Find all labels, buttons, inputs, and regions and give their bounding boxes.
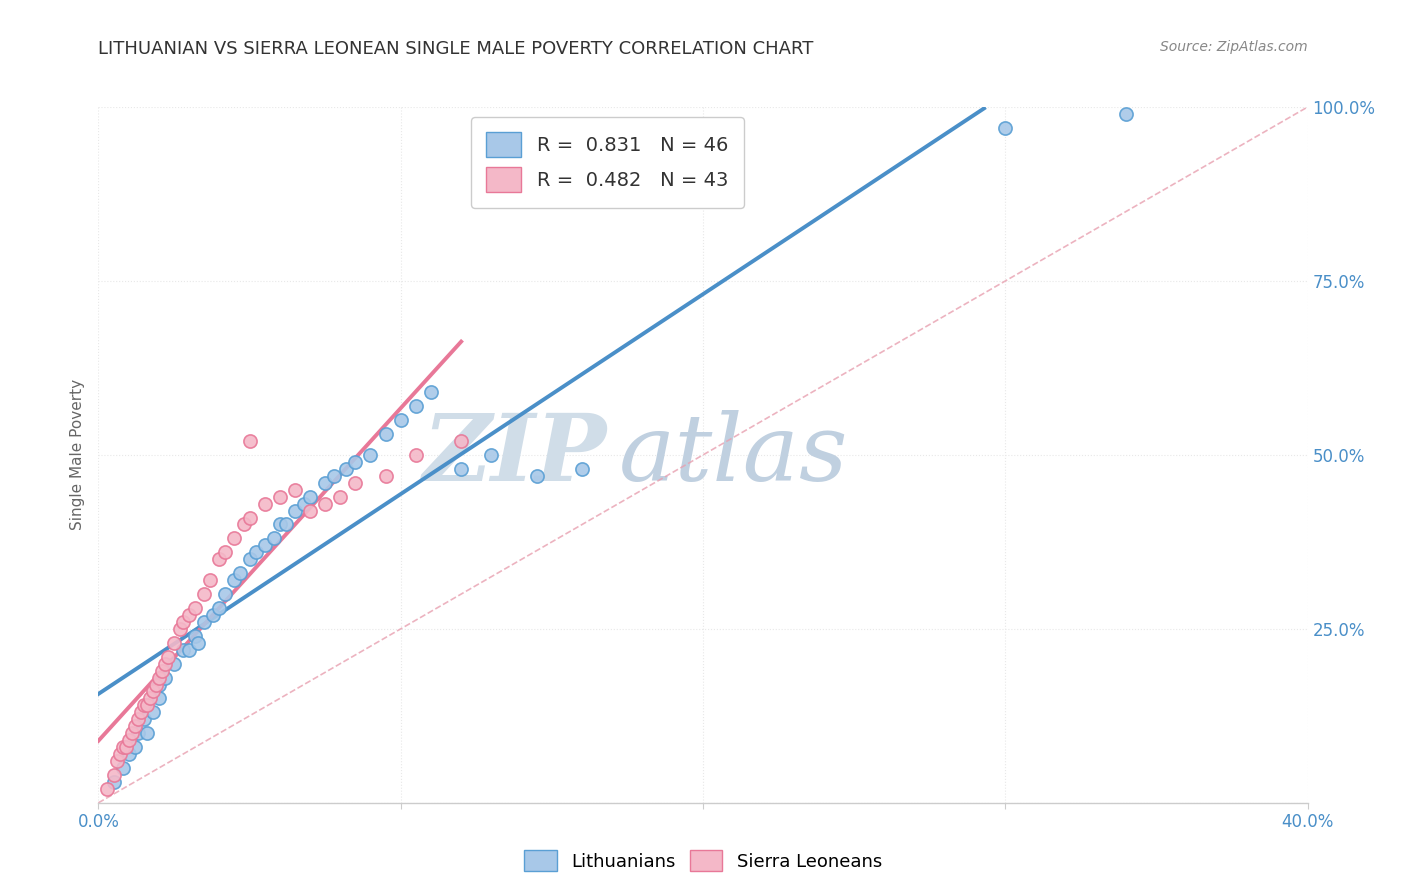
- Legend: R =  0.831   N = 46, R =  0.482   N = 43: R = 0.831 N = 46, R = 0.482 N = 43: [471, 117, 744, 208]
- Point: [142, 706, 165, 720]
- Point: [184, 629, 207, 643]
- Point: [360, 448, 382, 462]
- Point: [187, 636, 209, 650]
- Point: [193, 587, 215, 601]
- Point: [127, 712, 149, 726]
- Text: LITHUANIAN VS SIERRA LEONEAN SINGLE MALE POVERTY CORRELATION CHART: LITHUANIAN VS SIERRA LEONEAN SINGLE MALE…: [98, 40, 814, 58]
- Point: [172, 642, 194, 657]
- Point: [526, 468, 548, 483]
- Point: [179, 642, 201, 657]
- Point: [214, 587, 236, 601]
- Point: [145, 677, 167, 691]
- Point: [150, 664, 173, 678]
- Point: [105, 754, 128, 768]
- Point: [148, 691, 170, 706]
- Point: [284, 483, 307, 497]
- Point: [156, 649, 179, 664]
- Point: [450, 434, 472, 448]
- Point: [148, 671, 170, 685]
- Point: [389, 413, 412, 427]
- Point: [111, 740, 134, 755]
- Point: [239, 510, 262, 524]
- Point: [172, 615, 194, 629]
- Point: [239, 434, 262, 448]
- Point: [142, 684, 165, 698]
- Point: [214, 545, 236, 559]
- Point: [253, 497, 276, 511]
- Text: ZIP: ZIP: [422, 410, 606, 500]
- Point: [103, 768, 125, 782]
- Point: [118, 747, 141, 761]
- Point: [1115, 107, 1137, 121]
- Point: [571, 462, 593, 476]
- Point: [200, 573, 222, 587]
- Point: [274, 517, 297, 532]
- Point: [118, 733, 141, 747]
- Point: [153, 657, 176, 671]
- Point: [121, 726, 143, 740]
- Point: [263, 532, 285, 546]
- Point: [169, 622, 191, 636]
- Point: [335, 462, 357, 476]
- Text: Source: ZipAtlas.com: Source: ZipAtlas.com: [1160, 40, 1308, 54]
- Point: [163, 657, 186, 671]
- Point: [127, 726, 149, 740]
- Text: atlas: atlas: [619, 410, 848, 500]
- Point: [481, 448, 503, 462]
- Point: [292, 497, 315, 511]
- Point: [323, 468, 346, 483]
- Point: [202, 607, 225, 622]
- Point: [114, 740, 136, 755]
- Y-axis label: Single Male Poverty: Single Male Poverty: [69, 379, 84, 531]
- Point: [111, 761, 134, 775]
- Point: [208, 601, 231, 615]
- Point: [96, 781, 118, 796]
- Point: [184, 601, 207, 615]
- Point: [239, 552, 262, 566]
- Point: [299, 503, 322, 517]
- Point: [405, 448, 427, 462]
- Point: [374, 468, 396, 483]
- Point: [314, 497, 336, 511]
- Point: [329, 490, 352, 504]
- Point: [135, 698, 157, 713]
- Point: [994, 120, 1017, 135]
- Point: [374, 427, 396, 442]
- Point: [193, 615, 215, 629]
- Point: [229, 566, 252, 581]
- Point: [420, 385, 443, 400]
- Point: [139, 691, 162, 706]
- Point: [314, 475, 336, 490]
- Point: [284, 503, 307, 517]
- Point: [245, 545, 267, 559]
- Point: [344, 475, 367, 490]
- Point: [124, 719, 146, 733]
- Point: [269, 517, 291, 532]
- Point: [208, 552, 231, 566]
- Point: [299, 490, 322, 504]
- Point: [405, 399, 427, 413]
- Point: [129, 706, 152, 720]
- Point: [232, 517, 254, 532]
- Point: [153, 671, 176, 685]
- Point: [163, 636, 186, 650]
- Point: [344, 455, 367, 469]
- Point: [450, 462, 472, 476]
- Point: [224, 573, 246, 587]
- Point: [269, 490, 291, 504]
- Point: [224, 532, 246, 546]
- Point: [135, 726, 157, 740]
- Legend: Lithuanians, Sierra Leoneans: Lithuanians, Sierra Leoneans: [517, 843, 889, 879]
- Point: [179, 607, 201, 622]
- Point: [108, 747, 131, 761]
- Point: [124, 740, 146, 755]
- Point: [132, 712, 155, 726]
- Point: [103, 775, 125, 789]
- Point: [132, 698, 155, 713]
- Point: [148, 677, 170, 691]
- Point: [253, 538, 276, 552]
